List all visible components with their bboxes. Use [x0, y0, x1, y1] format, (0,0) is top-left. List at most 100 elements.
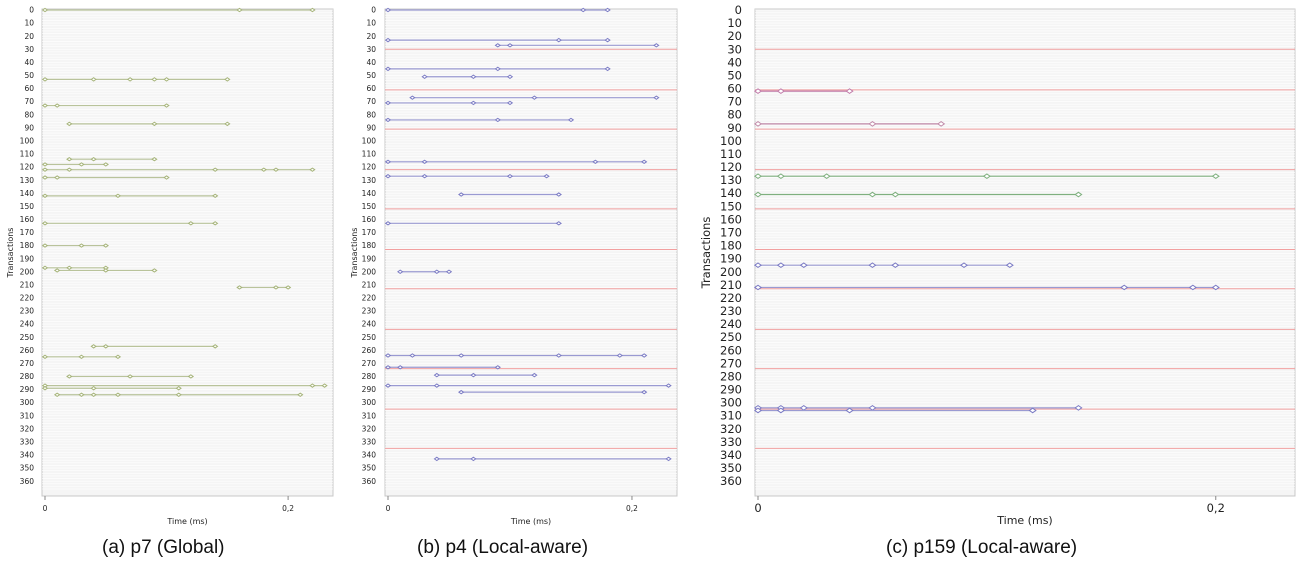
transaction-marker: [321, 383, 328, 388]
transaction-marker: [102, 243, 109, 248]
transaction-marker: [640, 389, 648, 395]
transaction-marker: [78, 354, 85, 360]
transaction-marker: [1028, 407, 1037, 414]
transaction-marker: [397, 269, 404, 274]
transaction-marker: [458, 192, 465, 197]
transaction-marker: [309, 167, 316, 172]
chart-panel-0: 0 10 20 30 40 50 60 70 80 90 100 110 120 130 140 150 160…: [6, 6, 334, 526]
y-tick-label: 10: [366, 19, 376, 28]
y-tick-label: 70: [366, 97, 376, 106]
y-tick-label: 290: [720, 383, 742, 397]
y-tick-label: 360: [720, 474, 742, 488]
transaction-marker: [640, 159, 648, 165]
transaction-marker: [41, 7, 49, 13]
transaction-marker: [114, 354, 122, 360]
transaction-row: [753, 405, 1083, 411]
transaction-row: [41, 265, 109, 271]
x-tick-label: 0,2: [282, 504, 294, 513]
transaction-marker: [868, 191, 877, 198]
y-tick-label: 90: [727, 121, 742, 135]
transaction-marker: [753, 173, 763, 180]
transaction-marker: [868, 121, 877, 127]
transaction-marker: [433, 456, 440, 462]
y-tick-label: 300: [20, 398, 35, 407]
y-tick-label: 80: [24, 110, 34, 119]
plot-area: [384, 8, 678, 497]
y-tick-label: 310: [362, 411, 377, 420]
transaction-marker: [799, 405, 808, 411]
y-tick-label: 230: [362, 307, 377, 316]
transaction-row: [66, 121, 231, 127]
transaction-marker: [126, 77, 134, 82]
transaction-marker: [102, 344, 109, 349]
x-axis-label: Time (ms): [510, 517, 551, 526]
y-tick-label: 190: [20, 254, 35, 263]
transaction-row: [433, 372, 538, 378]
transaction-row: [753, 121, 946, 127]
y-tick-label: 90: [366, 123, 376, 132]
transaction-marker: [66, 167, 73, 172]
transaction-marker: [66, 374, 73, 379]
transaction-marker: [421, 159, 428, 165]
y-tick-label: 110: [362, 150, 377, 159]
y-tick-label: 60: [727, 82, 742, 96]
y-tick-label: 330: [362, 438, 377, 447]
transaction-marker: [163, 77, 170, 82]
y-tick-label: 190: [720, 252, 742, 266]
transaction-row: [753, 173, 1220, 180]
y-tick-label: 220: [720, 291, 742, 305]
transaction-marker: [151, 77, 158, 82]
transaction-marker: [224, 77, 231, 82]
transaction-marker: [102, 162, 109, 167]
transaction-marker: [421, 173, 428, 179]
y-tick-label: 320: [362, 424, 377, 433]
y-tick-label: 120: [720, 160, 742, 174]
transaction-row: [384, 117, 575, 123]
transaction-marker: [653, 95, 660, 100]
y-tick-label: 170: [720, 226, 742, 240]
transaction-marker: [384, 100, 392, 106]
y-tick-label: 350: [720, 461, 742, 475]
y-tick-label: 140: [20, 189, 35, 198]
transaction-row: [384, 365, 501, 370]
transaction-marker: [458, 353, 465, 358]
transaction-row: [409, 95, 660, 100]
transaction-marker: [187, 374, 195, 379]
transaction-marker: [384, 66, 392, 72]
transaction-row: [384, 353, 648, 358]
chart-panel-1: 0 10 20 30 40 50 60 70 80 90 100 110 120 130 140 150 160…: [350, 6, 678, 526]
y-tick-label: 30: [727, 42, 742, 56]
y-tick-label: 130: [20, 176, 35, 185]
y-tick-label: 260: [362, 346, 377, 355]
transaction-marker: [163, 103, 170, 108]
transaction-row: [458, 192, 562, 197]
transaction-marker: [1074, 405, 1083, 411]
y-tick-label: 110: [20, 150, 35, 159]
transaction-marker: [236, 285, 243, 290]
transaction-marker: [384, 37, 392, 43]
y-tick-label: 240: [20, 320, 35, 329]
transaction-marker: [309, 383, 316, 388]
transaction-marker: [384, 173, 392, 179]
transaction-marker: [236, 7, 243, 13]
transaction-marker: [1211, 173, 1220, 180]
transaction-marker: [90, 392, 97, 397]
transaction-row: [384, 221, 562, 226]
transaction-marker: [397, 365, 404, 370]
y-tick-label: 300: [720, 396, 742, 410]
transaction-marker: [41, 221, 49, 226]
y-tick-label: 270: [20, 359, 35, 368]
transaction-marker: [506, 100, 514, 106]
transaction-marker: [531, 95, 538, 100]
transaction-marker: [41, 354, 49, 360]
transaction-row: [53, 268, 158, 273]
y-tick-label: 340: [20, 451, 35, 460]
transaction-marker: [41, 167, 49, 172]
transaction-marker: [506, 74, 514, 79]
transaction-marker: [845, 88, 854, 94]
transaction-row: [433, 456, 672, 462]
x-tick-label: 0,2: [626, 504, 638, 513]
y-tick-label: 160: [20, 215, 35, 224]
y-tick-label: 250: [20, 333, 35, 342]
